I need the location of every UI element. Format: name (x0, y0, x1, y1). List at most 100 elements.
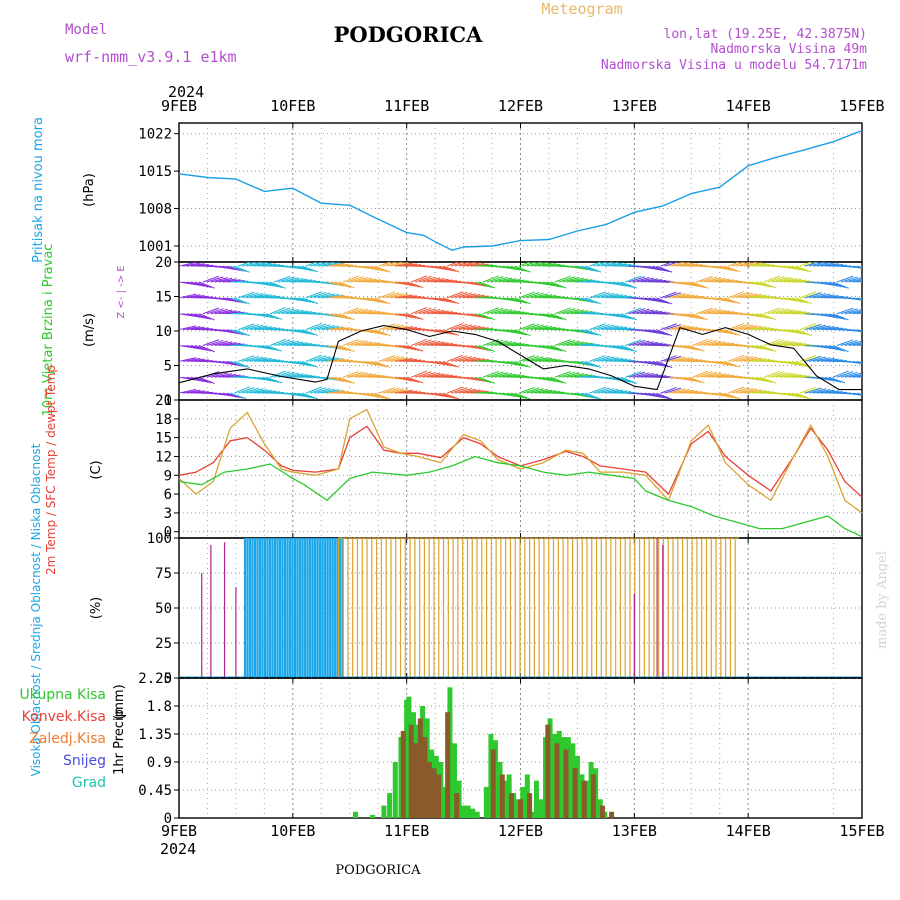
wind-barb (812, 262, 831, 267)
wind-barb (824, 391, 843, 394)
wind-barb (824, 264, 843, 267)
wind-barb (254, 389, 272, 394)
precip-conv-bar (426, 762, 432, 818)
wind-barb (759, 345, 777, 352)
wind-barb (438, 297, 456, 304)
wind-barb (470, 281, 488, 288)
model-elevation-label: Nadmorska Visina u modelu 54.7171m (601, 58, 867, 73)
wind-barb (190, 295, 209, 299)
wind-barb (474, 345, 492, 352)
wind-barb (700, 276, 718, 283)
wind-barb (820, 295, 839, 299)
wind-barb (593, 355, 610, 362)
precip-conv-bar (413, 743, 419, 818)
wind-barb (399, 295, 418, 299)
wind-barb (755, 345, 773, 352)
wind-barb (820, 263, 839, 267)
wind-barb (609, 358, 628, 362)
wind-barb (804, 387, 822, 394)
precip-conv-bar (581, 780, 587, 818)
wind-barb (399, 358, 418, 362)
wind-barb (242, 387, 259, 394)
wind-barb (820, 358, 839, 362)
wind-barb (542, 359, 561, 362)
wind-barb (222, 329, 240, 335)
wind-barb (334, 281, 352, 288)
wind-barb (358, 310, 377, 315)
wind-barb (210, 372, 228, 378)
wind-barb (411, 275, 428, 283)
wind-barb (808, 292, 827, 299)
wind-barb (305, 262, 318, 267)
wind-barb (179, 293, 197, 299)
wind-barb (538, 326, 557, 331)
wind-barb (744, 389, 762, 394)
wind-barb (856, 312, 862, 315)
wind-barb (558, 339, 576, 346)
wind-barb (712, 278, 730, 283)
wind-barb (812, 388, 831, 394)
wind-barb (226, 265, 244, 272)
wind-barb (828, 281, 846, 289)
wind-barb (530, 325, 549, 331)
wind-barb (277, 308, 295, 315)
wind-barb (767, 276, 785, 283)
wind-barb (692, 370, 709, 378)
precip-conv-bar (490, 749, 496, 818)
wind-barb (478, 376, 495, 384)
wind-barb (736, 262, 752, 267)
wind-barb (190, 313, 208, 320)
wind-barb (724, 392, 741, 400)
wind-barb (609, 263, 628, 267)
wind-barb (257, 376, 276, 383)
wind-barb (458, 356, 477, 362)
model-name: wrf-nmm_v3.9.1 e1km (65, 48, 237, 66)
wind-barb (534, 389, 553, 394)
wind-barb (696, 275, 713, 283)
wind-barb (617, 313, 634, 320)
wind-barb (234, 386, 250, 394)
wind-barb (668, 262, 686, 267)
wind-barb (309, 387, 327, 394)
wind-barb (752, 345, 770, 351)
wind-barb (438, 360, 456, 368)
wind-barb (542, 345, 560, 351)
wind-barb (732, 291, 749, 299)
wind-barb (795, 329, 812, 337)
wind-barb (186, 358, 205, 362)
wind-barb (285, 373, 304, 378)
wind-barb (218, 373, 237, 378)
wind-barb (720, 297, 737, 304)
sfc-temp-line (178, 408, 863, 514)
wind-barb (366, 265, 384, 272)
wind-barb (262, 295, 281, 299)
wind-barb (593, 262, 608, 267)
wind-barb (478, 281, 496, 289)
wind-barb (370, 360, 388, 368)
wind-barb (238, 355, 255, 362)
wind-barb (787, 297, 805, 303)
wind-barb (832, 281, 849, 289)
wind-barb (644, 310, 663, 315)
wind-barb (724, 360, 741, 368)
wind-barb (716, 374, 735, 378)
wind-barb (763, 275, 781, 283)
precip-conv-bar (545, 724, 551, 818)
wind-barb (297, 329, 315, 336)
precip-total-bar (533, 780, 539, 818)
wind-barb (680, 263, 699, 267)
wind-barb (262, 264, 281, 267)
wind-barb (214, 309, 233, 315)
wind-barb (808, 388, 827, 394)
wind-barb (860, 360, 862, 363)
temp-unit: (C) (89, 460, 104, 479)
precip-conv-bar (499, 774, 505, 818)
wind-barb (293, 311, 312, 315)
wind-barb (506, 297, 524, 304)
wind-barb (799, 354, 817, 362)
wind-barb (470, 359, 489, 362)
wind-barb (486, 371, 504, 378)
wind-barb (334, 345, 352, 352)
wind-barb (542, 327, 561, 331)
